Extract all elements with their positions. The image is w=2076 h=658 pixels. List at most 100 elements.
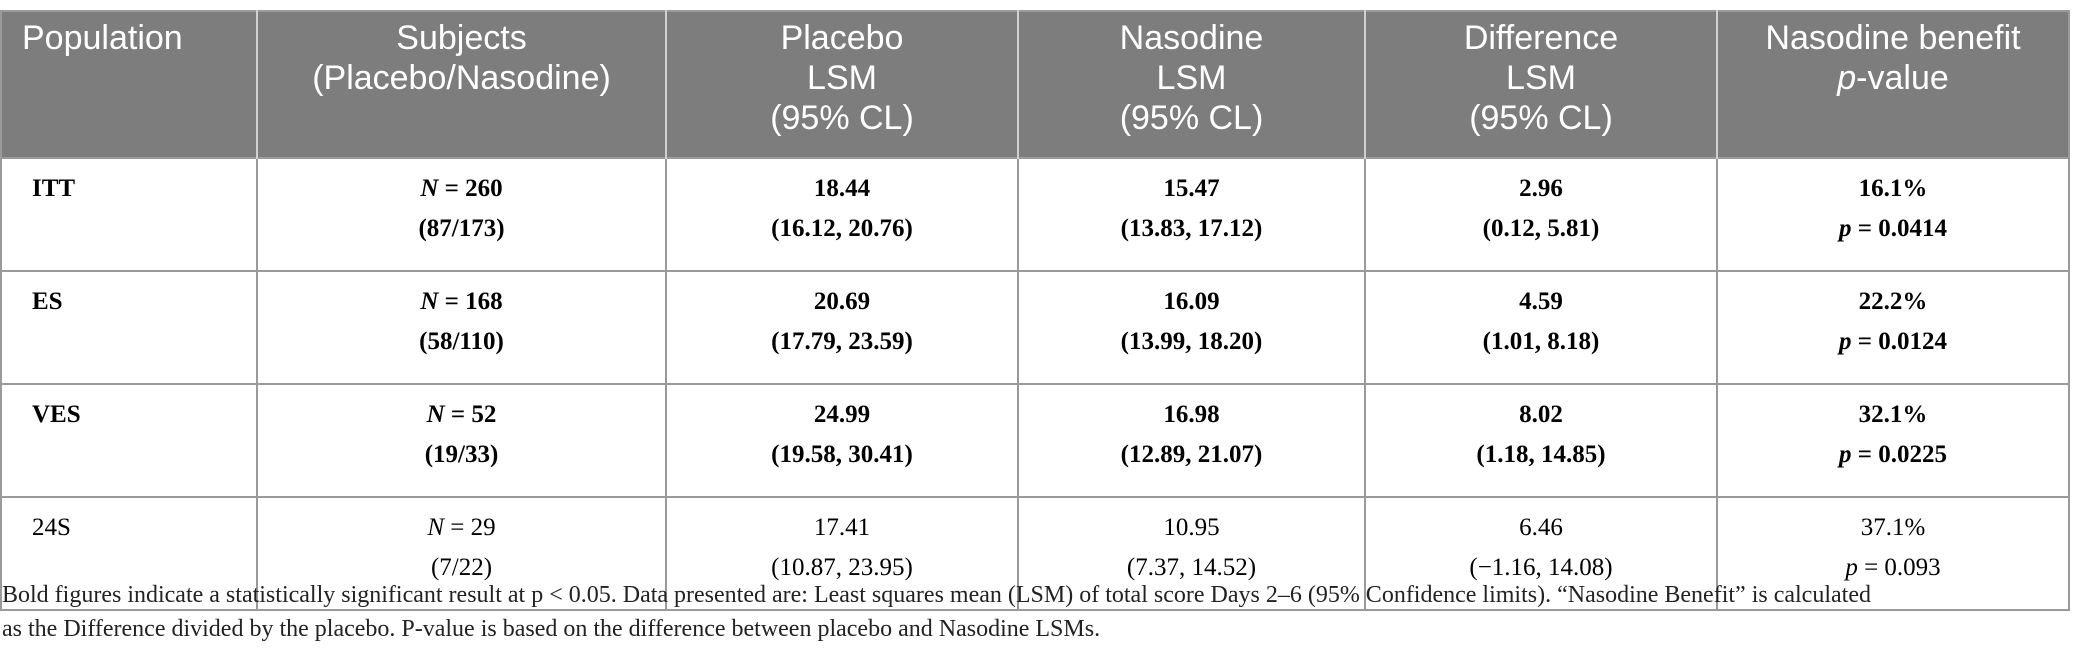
header-row: Population Subjects (Placebo/Nasodine) Plac… [1,11,2069,158]
cell-line: VES [32,401,81,428]
table-cell: VES [1,383,257,497]
table-cell: 16.1% p = 0.0414 [1716,157,2069,271]
cell-line: Population [22,19,183,57]
cell-line: 24.99 [813,401,871,428]
cell-line: (17.79, 23.59) [771,328,913,355]
cell-line: LSM [1506,59,1576,97]
table-row: 24S N = 29 (7/22) 17.41 (10.87, 23.95) 10.95 (… [1,496,2069,610]
cell-line: Difference [1463,19,1619,57]
cell-line: 18.44 [813,175,871,202]
cell-line: 8.02 [1519,401,1563,428]
table-cell: 16.09 (13.99, 18.20) [1017,270,1365,384]
table-cell: 18.44 (16.12, 20.76) [665,157,1018,271]
cell-line: 24S [32,514,71,541]
cell-line: N = 260 [420,175,503,202]
cell-line: (Placebo/Nasodine) [312,59,611,97]
cell-line: (95% CL) [1119,99,1264,137]
header-cell: Placebo LSM (95% CL) [665,11,1018,158]
cell-line: (13.83, 17.12) [1120,215,1263,242]
results-table: Population Subjects (Placebo/Nasodine) Plac… [0,10,2070,611]
table-cell: N = 29 (7/22) [256,496,666,610]
table-body: ITT N = 260 (87/173) 18.44 (16.12, 20.76) 15.… [1,157,2069,610]
cell-line: (95% CL) [1469,99,1613,137]
cell-line: Placebo [780,19,904,57]
table-cell: 2.96 (0.12, 5.81) [1364,157,1717,271]
cell-line: p = 0.0225 [1839,441,1947,468]
cell-line: 20.69 [813,288,871,315]
header-cell: Population [1,11,257,158]
header-cell: Nasodine benefit p-value [1716,11,2069,158]
cell-line: (1.18, 14.85) [1476,441,1606,468]
cell-line: p = 0.0414 [1839,215,1947,242]
table-cell: 22.2% p = 0.0124 [1716,270,2069,384]
cell-line: 10.95 [1163,514,1220,541]
cell-line: (7.37, 14.52) [1126,554,1257,581]
header-cell: Difference LSM (95% CL) [1364,11,1717,158]
header-cell: Nasodine LSM (95% CL) [1017,11,1365,158]
table-cell: 16.98 (12.89, 21.07) [1017,383,1365,497]
cell-line: (95% CL) [770,99,914,137]
cell-line: 37.1% [1860,514,1926,541]
cell-line: p-value [1837,59,1949,97]
cell-line: (0.12, 5.81) [1482,215,1600,242]
cell-line: Nasodine [1119,19,1264,57]
cell-line: Nasodine benefit [1765,19,2021,57]
cell-line: 15.47 [1163,175,1220,202]
table-cell: N = 260 (87/173) [256,157,666,271]
table-cell: N = 168 (58/110) [256,270,666,384]
table-wrap: Population Subjects (Placebo/Nasodine) Plac… [0,10,2070,611]
cell-line: 16.1% [1858,175,1928,202]
cell-line: LSM [807,59,877,97]
cell-line: (58/110) [419,328,504,355]
table-cell: 8.02 (1.18, 14.85) [1364,383,1717,497]
cell-line: (−1.16, 14.08) [1469,554,1613,581]
table-row: ES N = 168 (58/110) 20.69 (17.79, 23.59) 16.0… [1,270,2069,384]
cell-line: 6.46 [1519,514,1563,541]
table-cell: 32.1% p = 0.0225 [1716,383,2069,497]
cell-line: p = 0.0124 [1839,328,1947,355]
cell-line: (13.99, 18.20) [1120,328,1263,355]
table-cell: 10.95 (7.37, 14.52) [1017,496,1365,610]
cell-line: (19.58, 30.41) [771,441,913,468]
header-cell: Subjects (Placebo/Nasodine) [256,11,666,158]
cell-line: ITT [32,175,76,202]
table-row: VES N = 52 (19/33) 24.99 (19.58, 30.41) 16.98… [1,383,2069,497]
cell-line: (12.89, 21.07) [1120,441,1263,468]
cell-line: (7/22) [430,554,493,581]
cell-line: N = 52 [426,401,497,428]
cell-line: N = 168 [420,288,503,315]
cell-line: 2.96 [1519,175,1563,202]
cell-line: (87/173) [418,215,505,242]
cell-line: 4.59 [1519,288,1563,315]
table-cell: 20.69 (17.79, 23.59) [665,270,1018,384]
footnote: Bold figures indicate a statistically si… [2,578,1871,646]
footnote-line: as the Difference divided by the placebo… [2,616,1101,642]
cell-line: LSM [1156,59,1227,97]
cell-line: (19/33) [424,441,499,468]
table-cell: 4.59 (1.01, 8.18) [1364,270,1717,384]
cell-line: ES [32,288,63,315]
table-row: ITT N = 260 (87/173) 18.44 (16.12, 20.76) 15.… [1,157,2069,271]
table-cell: 24.99 (19.58, 30.41) [665,383,1018,497]
footnote-line: Bold figures indicate a statistically si… [2,582,1871,608]
cell-line: 22.2% [1858,288,1928,315]
table-cell: ES [1,270,257,384]
cell-line: (1.01, 8.18) [1482,328,1600,355]
cell-line: Subjects [396,19,527,57]
table-cell: 17.41 (10.87, 23.95) [665,496,1018,610]
table-cell: 6.46 (−1.16, 14.08) [1364,496,1717,610]
cell-line: (10.87, 23.95) [771,554,913,581]
cell-line: (16.12, 20.76) [771,215,913,242]
table-cell: 24S [1,496,257,610]
cell-line: p = 0.093 [1845,554,1941,581]
cell-line: 17.41 [813,514,871,541]
cell-line: N = 29 [427,514,496,541]
table-cell: ITT [1,157,257,271]
table-cell: N = 52 (19/33) [256,383,666,497]
cell-line: 32.1% [1858,401,1928,428]
table-cell: 37.1% p = 0.093 [1716,496,2069,610]
table-cell: 15.47 (13.83, 17.12) [1017,157,1365,271]
cell-line: 16.09 [1163,288,1220,315]
cell-line: 16.98 [1163,401,1220,428]
